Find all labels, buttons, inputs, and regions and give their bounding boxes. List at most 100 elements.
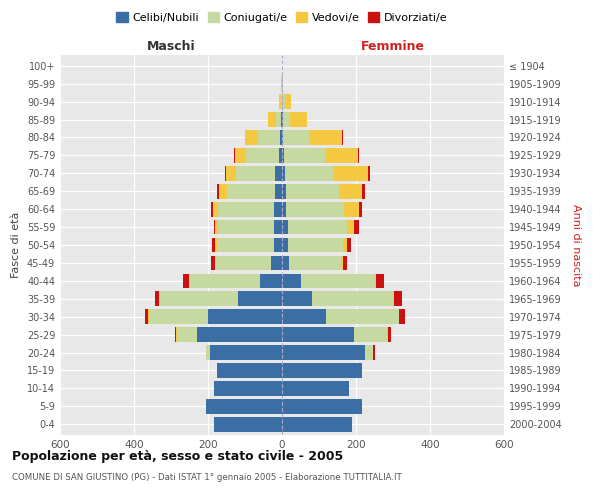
Bar <box>399 310 405 324</box>
Bar <box>274 220 282 234</box>
Bar <box>340 184 362 198</box>
Bar <box>290 112 307 127</box>
Bar <box>148 310 149 324</box>
Bar <box>213 202 218 216</box>
Bar <box>344 202 359 216</box>
Bar <box>388 328 391 342</box>
Bar <box>333 166 368 180</box>
Bar <box>311 292 393 306</box>
Bar <box>175 328 176 342</box>
Bar <box>214 417 282 432</box>
Bar <box>183 274 189 288</box>
Bar <box>282 417 352 432</box>
Bar <box>160 292 238 306</box>
Bar <box>189 274 190 288</box>
Bar <box>274 202 282 216</box>
Bar <box>190 274 260 288</box>
Bar <box>282 345 365 360</box>
Bar <box>149 310 208 324</box>
Bar <box>159 292 160 306</box>
Bar <box>308 130 342 145</box>
Bar <box>227 184 275 198</box>
Bar <box>271 256 282 270</box>
Text: COMUNE DI SAN GIUSTINO (PG) - Dati ISTAT 1° gennaio 2005 - Elaborazione TUTTITAL: COMUNE DI SAN GIUSTINO (PG) - Dati ISTAT… <box>12 472 402 482</box>
Bar <box>217 238 274 252</box>
Bar <box>354 220 359 234</box>
Bar <box>301 274 374 288</box>
Bar <box>246 148 279 162</box>
Bar <box>376 274 384 288</box>
Bar <box>258 130 280 145</box>
Bar <box>208 310 282 324</box>
Bar <box>393 292 394 306</box>
Bar <box>342 130 343 145</box>
Bar <box>282 292 311 306</box>
Y-axis label: Fasce di età: Fasce di età <box>11 212 21 278</box>
Bar <box>343 238 347 252</box>
Bar <box>214 381 282 396</box>
Bar <box>197 328 282 342</box>
Bar <box>217 184 219 198</box>
Bar <box>287 220 347 234</box>
Bar <box>268 112 276 127</box>
Bar <box>234 148 235 162</box>
Bar <box>260 274 282 288</box>
Bar <box>398 310 399 324</box>
Bar <box>211 202 213 216</box>
Bar <box>283 130 308 145</box>
Bar <box>282 363 362 378</box>
Bar <box>282 381 349 396</box>
Bar <box>326 310 398 324</box>
Bar <box>358 148 359 162</box>
Bar <box>276 112 281 127</box>
Bar <box>238 292 282 306</box>
Bar <box>282 238 287 252</box>
Text: Popolazione per età, sesso e stato civile - 2005: Popolazione per età, sesso e stato civil… <box>12 450 343 463</box>
Bar <box>282 256 289 270</box>
Bar <box>341 256 343 270</box>
Bar <box>206 399 282 413</box>
Bar <box>365 345 373 360</box>
Bar <box>281 112 282 127</box>
Bar <box>236 166 275 180</box>
Bar <box>281 94 282 109</box>
Bar <box>282 184 286 198</box>
Bar <box>215 238 217 252</box>
Bar <box>218 202 274 216</box>
Bar <box>285 94 290 109</box>
Y-axis label: Anni di nascita: Anni di nascita <box>571 204 581 286</box>
Bar <box>286 202 344 216</box>
Bar <box>176 328 197 342</box>
Text: Femmine: Femmine <box>361 40 425 53</box>
Bar <box>287 238 343 252</box>
Bar <box>226 166 236 180</box>
Bar <box>282 76 283 91</box>
Bar <box>279 148 282 162</box>
Bar <box>215 256 271 270</box>
Bar <box>217 363 282 378</box>
Bar <box>275 166 282 180</box>
Bar <box>282 310 326 324</box>
Bar <box>210 345 282 360</box>
Bar <box>373 345 374 360</box>
Bar <box>347 220 354 234</box>
Bar <box>283 112 290 127</box>
Bar <box>282 166 285 180</box>
Bar <box>282 202 286 216</box>
Bar <box>274 238 282 252</box>
Legend: Celibi/Nubili, Coniugati/e, Vedovi/e, Divorziati/e: Celibi/Nubili, Coniugati/e, Vedovi/e, Di… <box>112 8 452 28</box>
Text: Maschi: Maschi <box>146 40 196 53</box>
Bar <box>280 130 282 145</box>
Bar <box>282 112 283 127</box>
Bar <box>218 220 274 234</box>
Bar <box>212 238 215 252</box>
Bar <box>245 130 258 145</box>
Bar <box>235 148 246 162</box>
Bar <box>359 202 362 216</box>
Bar <box>354 328 388 342</box>
Bar <box>394 292 401 306</box>
Bar <box>284 148 325 162</box>
Bar <box>211 256 215 270</box>
Bar <box>347 238 351 252</box>
Bar <box>343 256 347 270</box>
